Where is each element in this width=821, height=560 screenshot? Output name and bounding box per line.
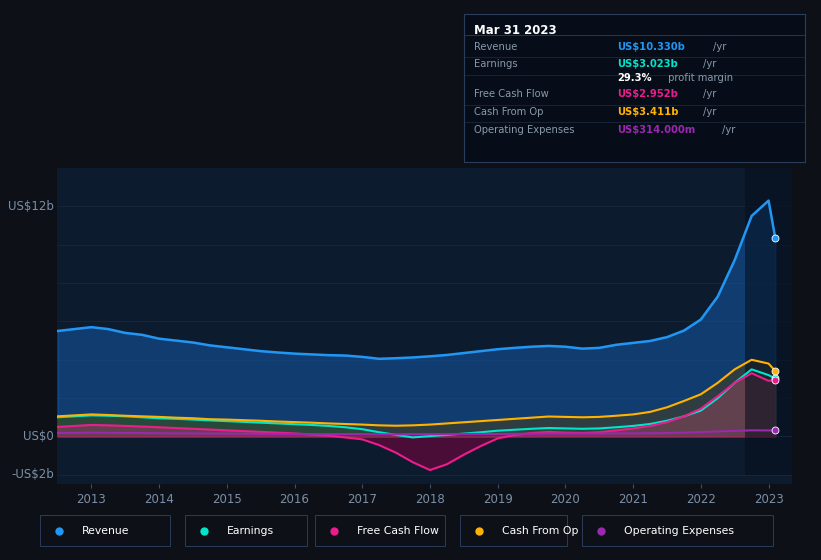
Text: Earnings: Earnings — [227, 526, 274, 535]
Text: US$12b: US$12b — [8, 200, 54, 213]
Polygon shape — [745, 168, 792, 475]
Text: /yr: /yr — [703, 107, 717, 117]
Text: /yr: /yr — [722, 125, 736, 135]
Text: US$10.330b: US$10.330b — [617, 41, 685, 52]
Text: Mar 31 2023: Mar 31 2023 — [474, 25, 557, 38]
Text: Revenue: Revenue — [82, 526, 130, 535]
Text: Operating Expenses: Operating Expenses — [474, 125, 575, 135]
Text: US$0: US$0 — [23, 430, 54, 443]
Text: US$3.411b: US$3.411b — [617, 107, 679, 117]
Text: /yr: /yr — [713, 41, 726, 52]
Text: US$314.000m: US$314.000m — [617, 125, 695, 135]
Text: Free Cash Flow: Free Cash Flow — [357, 526, 438, 535]
Text: Free Cash Flow: Free Cash Flow — [474, 89, 548, 99]
Text: 29.3%: 29.3% — [617, 73, 652, 83]
Text: -US$2b: -US$2b — [11, 468, 54, 481]
Text: Cash From Op: Cash From Op — [474, 107, 544, 117]
Text: Earnings: Earnings — [474, 59, 518, 69]
Text: Cash From Op: Cash From Op — [502, 526, 578, 535]
Text: US$2.952b: US$2.952b — [617, 89, 678, 99]
Text: Operating Expenses: Operating Expenses — [624, 526, 734, 535]
Text: US$3.023b: US$3.023b — [617, 59, 678, 69]
Text: profit margin: profit margin — [665, 73, 733, 83]
Text: Revenue: Revenue — [474, 41, 517, 52]
Text: /yr: /yr — [703, 59, 717, 69]
Text: /yr: /yr — [703, 89, 717, 99]
